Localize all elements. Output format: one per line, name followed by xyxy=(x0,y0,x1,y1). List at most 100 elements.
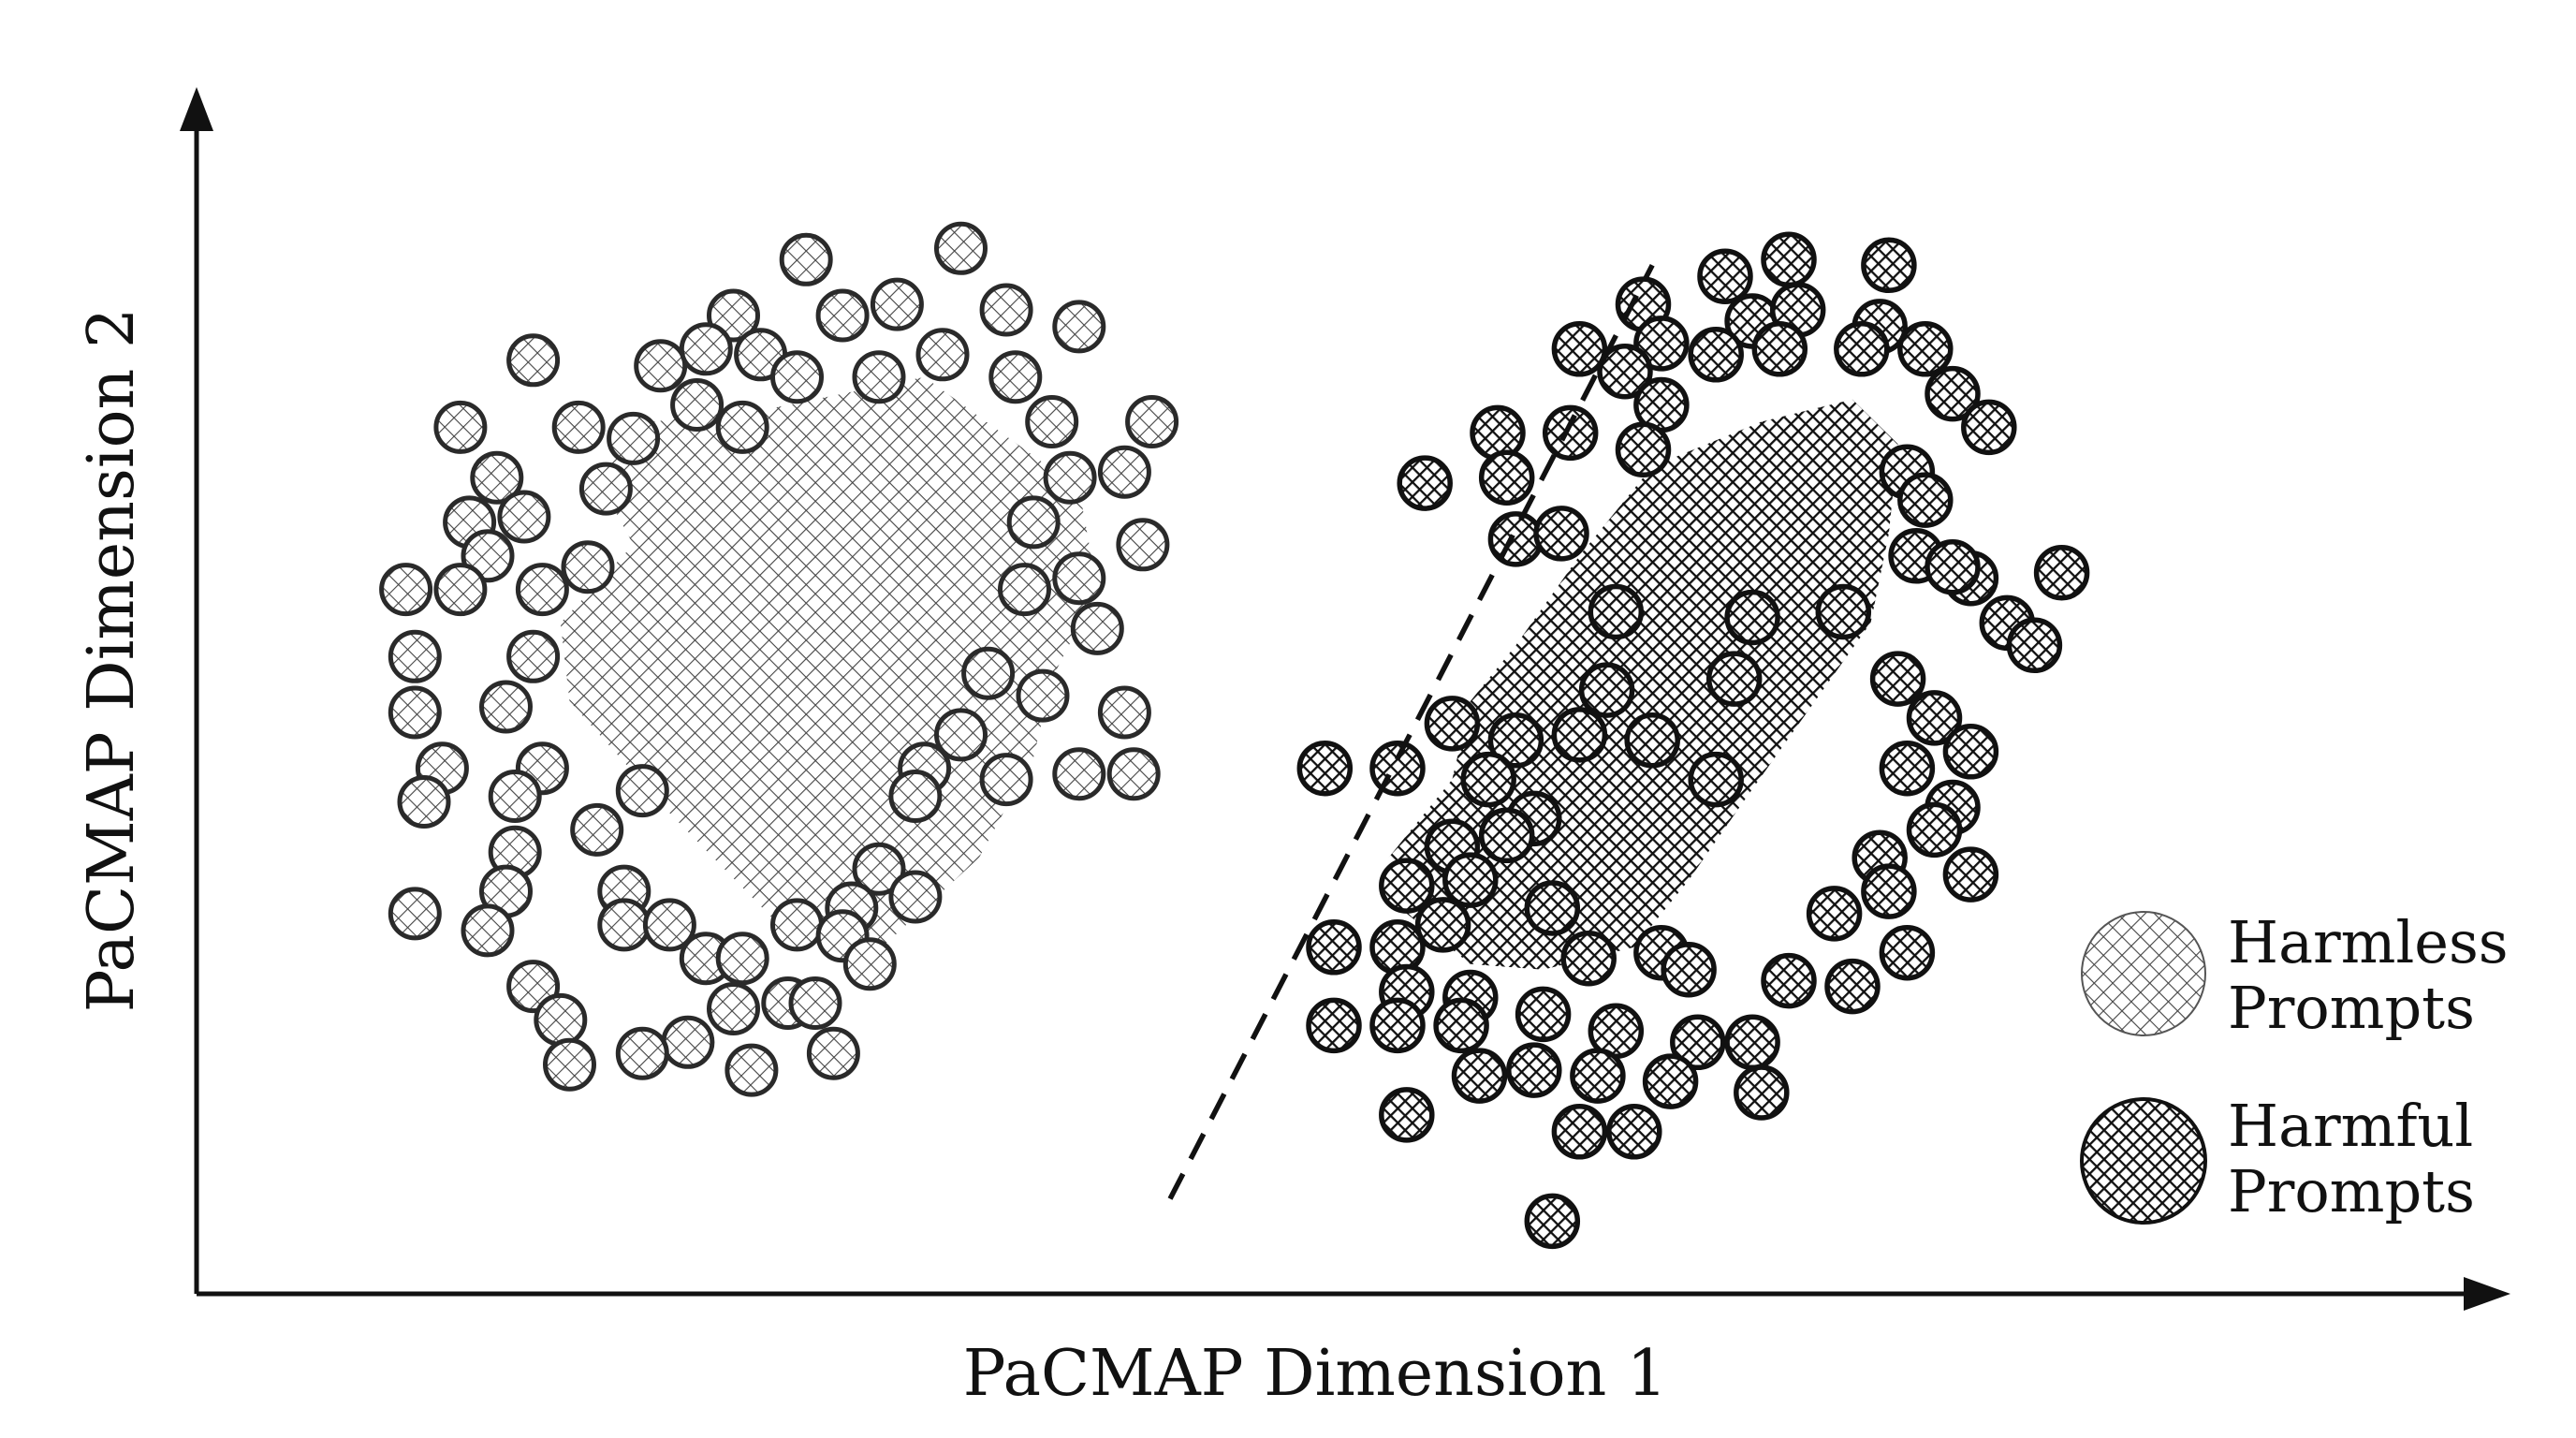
harmless-point xyxy=(670,378,724,432)
harmful-point xyxy=(1588,583,1645,640)
harmless-point xyxy=(388,685,442,740)
harmless-point xyxy=(979,283,1033,337)
harmful-point xyxy=(1524,1193,1581,1250)
harmless-point xyxy=(1097,445,1151,499)
harmful-point xyxy=(2033,544,2090,601)
harmful-point xyxy=(1470,404,1526,462)
harmful-point xyxy=(1879,924,1936,981)
harmless-point xyxy=(497,490,551,544)
harmless-point xyxy=(570,802,624,857)
legend-label-harmless-line2: Prompts xyxy=(2228,974,2475,1042)
legend-swatch-harmless xyxy=(2081,911,2206,1036)
harmful-point xyxy=(1542,404,1599,462)
harmless-point xyxy=(979,753,1033,807)
plot-area xyxy=(379,221,2090,1250)
y-axis-arrowhead xyxy=(180,87,213,131)
decision-boundary-line xyxy=(1167,263,1655,1200)
harmful-point xyxy=(1824,958,1881,1015)
harmful-point xyxy=(1642,1053,1699,1109)
harmful-point xyxy=(1688,327,1744,383)
harmless-point xyxy=(615,1026,669,1080)
harmful-point xyxy=(1397,455,1453,511)
harmful-point xyxy=(1306,919,1362,976)
harmful-point xyxy=(1379,858,1435,914)
harmful-point xyxy=(1705,651,1763,707)
harmless-point xyxy=(388,887,442,941)
harmless-point xyxy=(998,563,1051,617)
harmful-point xyxy=(1369,740,1426,797)
harmful-point xyxy=(2006,617,2063,674)
harmless-dense-cluster xyxy=(560,376,1098,959)
harmless-point xyxy=(1070,601,1124,655)
harmless-point xyxy=(1097,685,1151,740)
harmful-point xyxy=(1506,1042,1562,1098)
harmful-point xyxy=(1961,399,2017,456)
harmful-point xyxy=(1615,421,1672,478)
harmful-point xyxy=(1633,315,1690,372)
harmful-point xyxy=(1478,449,1535,506)
harmful-point xyxy=(1487,511,1544,567)
harmful-point xyxy=(1624,712,1680,769)
harmful-point xyxy=(1751,321,1808,377)
harmful-point xyxy=(1834,321,1890,377)
harmless-point xyxy=(888,870,943,924)
harmless-point xyxy=(715,400,769,454)
harmless-point xyxy=(679,322,733,376)
harmless-point xyxy=(433,563,488,617)
harmful-point xyxy=(1570,1048,1626,1104)
harmful-point xyxy=(1861,237,1917,294)
harmful-point xyxy=(1897,321,1954,377)
harmless-point xyxy=(934,708,988,762)
harmful-point xyxy=(1551,707,1608,763)
harmless-point xyxy=(715,932,769,986)
harmless-point xyxy=(488,770,542,823)
harmless-point xyxy=(724,1043,779,1097)
harmful-point xyxy=(1597,343,1653,400)
harmful-point xyxy=(1551,321,1608,377)
x-axis-arrowhead xyxy=(2464,1277,2510,1311)
harmless-point xyxy=(788,976,842,1030)
harmless-point xyxy=(961,646,1016,700)
harmless-point xyxy=(1116,518,1170,572)
harmful-point xyxy=(1897,472,1954,528)
legend-label-harmful-line1: Harmful xyxy=(2228,1092,2473,1160)
harmless-point xyxy=(607,411,661,465)
harmful-point xyxy=(1815,583,1872,640)
harmless-point xyxy=(461,903,515,958)
legend: Harmless Prompts Harmful Prompts xyxy=(2080,908,2509,1225)
harmless-point xyxy=(534,992,588,1047)
harmful-point xyxy=(1879,740,1936,797)
harmless-point xyxy=(770,350,824,404)
harmful-point xyxy=(1688,751,1744,808)
harmful-point xyxy=(1296,740,1354,797)
harmful-point xyxy=(1906,690,1963,746)
harmful-point xyxy=(1925,365,1981,422)
harmless-point xyxy=(1025,395,1079,448)
harmful-point xyxy=(1606,1104,1662,1160)
legend-label-harmful-line2: Prompts xyxy=(2228,1157,2475,1225)
harmless-point xyxy=(506,629,561,683)
harmless-point xyxy=(597,898,651,952)
harmless-point xyxy=(543,1037,596,1092)
harmless-point xyxy=(470,450,524,505)
harmful-point xyxy=(1442,852,1499,908)
harmless-point xyxy=(379,563,433,617)
harmless-point xyxy=(578,462,633,516)
harmless-point xyxy=(934,221,988,275)
harmful-point xyxy=(1424,696,1481,752)
harmful-point xyxy=(1761,231,1817,288)
harmful-point xyxy=(1761,952,1817,1009)
harmful-point xyxy=(1433,997,1489,1054)
harmless-point xyxy=(642,898,696,952)
harmless-point xyxy=(397,775,451,829)
harmful-point xyxy=(1661,941,1717,998)
harmful-point xyxy=(1806,886,1863,942)
harmful-point xyxy=(1478,807,1535,864)
harmless-point xyxy=(852,350,906,404)
harmless-point xyxy=(806,1026,860,1080)
harmful-point xyxy=(1670,1014,1726,1071)
harmful-point xyxy=(1734,1064,1790,1121)
harmless-point xyxy=(870,277,924,331)
harmful-point xyxy=(1578,662,1635,718)
